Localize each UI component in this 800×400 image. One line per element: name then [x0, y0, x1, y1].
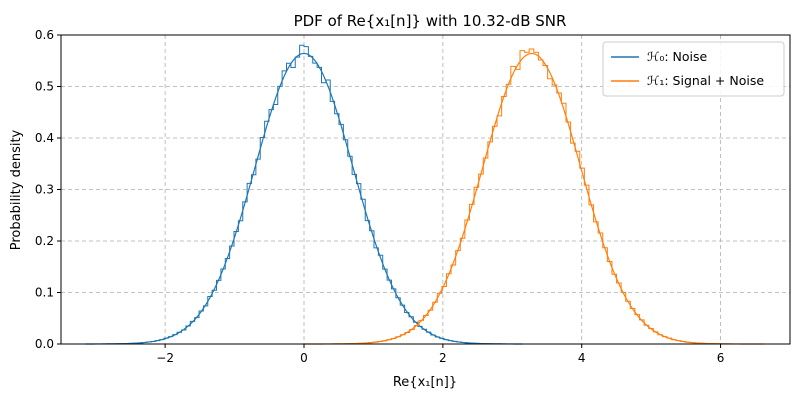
y-tick-label: 0.0: [35, 337, 54, 351]
y-axis-label: Probability density: [9, 129, 24, 250]
pdf-curve-1: [304, 52, 764, 345]
histogram-step-0: [84, 44, 524, 345]
legend-label: ℋ₁: Signal + Noise: [647, 73, 764, 88]
y-tick-label: 0.5: [35, 80, 54, 94]
chart-title: PDF of Re{x₁[n]} with 10.32-dB SNR: [294, 12, 567, 30]
x-tick-label: 4: [578, 351, 586, 365]
x-tick-label: 6: [717, 351, 725, 365]
x-tick-label: 2: [439, 351, 447, 365]
histogram-step-1: [303, 48, 765, 345]
y-tick-label: 0.6: [35, 28, 54, 42]
x-tick-label: 0: [300, 351, 308, 365]
y-tick-label: 0.1: [35, 286, 54, 300]
y-tick-label: 0.4: [35, 131, 54, 145]
y-tick-label: 0.3: [35, 183, 54, 197]
x-tick-label: −2: [156, 351, 174, 365]
series-group: [84, 44, 765, 345]
x-axis-label: Re{x₁[n]}: [393, 375, 457, 390]
y-tick-label: 0.2: [35, 234, 54, 248]
legend: ℋ₀: Noise ℋ₁: Signal + Noise: [602, 41, 785, 97]
legend-box: [602, 41, 785, 97]
x-axis: −2 0 2 4 6: [156, 344, 724, 365]
legend-label: ℋ₀: Noise: [647, 49, 708, 64]
y-axis: 0.0 0.1 0.2 0.3 0.4 0.5 0.6: [35, 28, 61, 351]
